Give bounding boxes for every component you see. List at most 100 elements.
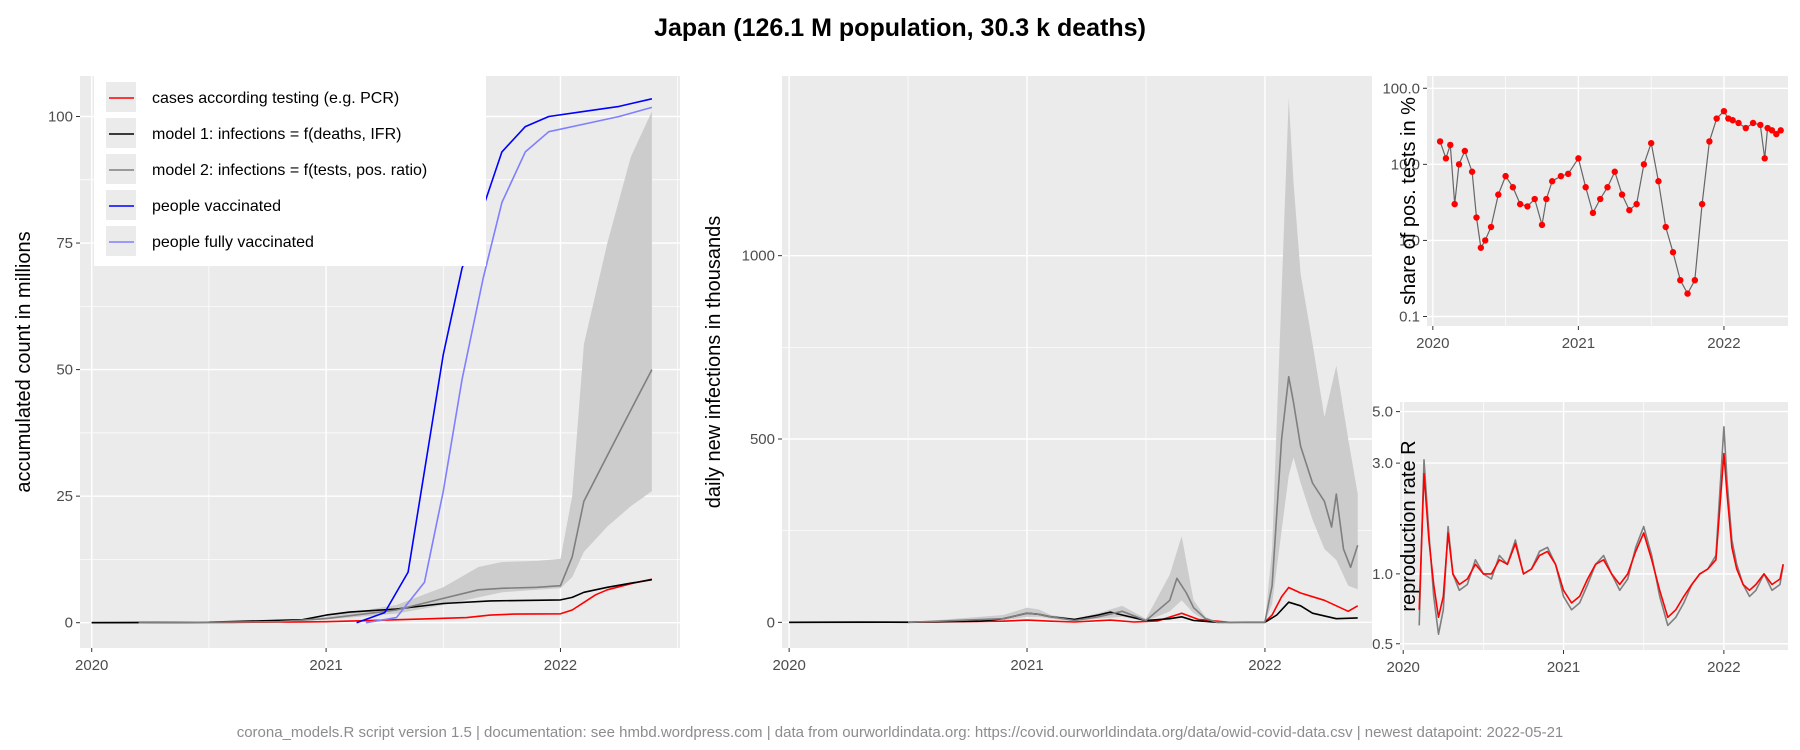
data-point bbox=[1589, 209, 1597, 217]
data-point bbox=[1647, 139, 1655, 147]
data-point bbox=[1768, 127, 1776, 134]
series-line bbox=[908, 375, 1359, 624]
y-tick-label: 50 bbox=[56, 362, 73, 379]
y-tick-label: 0.1 bbox=[1399, 308, 1420, 325]
y-tick-label: 25 bbox=[56, 488, 73, 505]
x-tick-label: 2021 bbox=[1547, 659, 1580, 676]
series-line bbox=[91, 578, 653, 624]
data-point bbox=[1749, 119, 1757, 127]
data-point bbox=[1461, 147, 1469, 155]
data-point bbox=[1757, 121, 1764, 129]
data-point bbox=[1451, 200, 1458, 208]
data-point bbox=[1524, 203, 1531, 210]
data-point bbox=[1684, 290, 1691, 297]
legend-key bbox=[106, 190, 136, 220]
series-line bbox=[365, 106, 653, 624]
data-point bbox=[1482, 237, 1489, 244]
legend-label: people fully vaccinated bbox=[152, 234, 314, 251]
y-tick-label: 0 bbox=[767, 614, 775, 631]
data-point bbox=[1640, 161, 1648, 168]
series-line bbox=[1418, 452, 1784, 619]
data-point bbox=[1597, 195, 1604, 203]
data-point bbox=[1436, 138, 1444, 145]
data-point bbox=[1502, 172, 1509, 180]
x-tick-label: 2021 bbox=[309, 657, 342, 674]
panel-accumulated: 2020 2021 2022 0 25 50 75 100 accumulated count … bbox=[13, 76, 680, 674]
data-point bbox=[1582, 184, 1589, 191]
data-point bbox=[1442, 155, 1450, 162]
data-point bbox=[1611, 168, 1618, 175]
y-axis-label: share of pos. tests in % bbox=[1398, 97, 1420, 305]
series-line bbox=[789, 586, 1359, 624]
x-tick-label: 2022 bbox=[544, 657, 577, 674]
y-axis-label: daily new infections in thousands bbox=[703, 216, 725, 508]
data-point bbox=[1777, 127, 1784, 134]
data-point bbox=[1543, 195, 1550, 203]
y-tick-label: 1000 bbox=[742, 248, 775, 265]
data-point bbox=[1473, 214, 1480, 221]
data-point bbox=[1516, 200, 1524, 208]
y-tick-label: 100 bbox=[48, 108, 73, 125]
data-point bbox=[1633, 200, 1640, 208]
data-point bbox=[1495, 191, 1502, 198]
x-tick-label: 2020 bbox=[1387, 659, 1420, 676]
footer-note: corona_models.R script version 1.5 | doc… bbox=[236, 724, 1564, 741]
y-axis-label: accumulated count in millions bbox=[13, 231, 35, 492]
legend-box bbox=[94, 76, 486, 266]
data-point bbox=[1548, 178, 1556, 185]
y-tick-label: 1.0 bbox=[1372, 566, 1393, 583]
series-line bbox=[138, 369, 653, 624]
data-point bbox=[1575, 155, 1582, 162]
x-tick-label: 2020 bbox=[1416, 335, 1449, 352]
data-point bbox=[1720, 107, 1728, 115]
x-tick-label: 2020 bbox=[75, 657, 108, 674]
data-point bbox=[1564, 170, 1572, 178]
panel-reproduction_rate: 2020 2021 2022 0.5 1.0 3.0 5.0 reproduction rat… bbox=[1372, 402, 1788, 676]
data-point bbox=[1742, 124, 1749, 132]
x-tick-label: 2021 bbox=[1010, 657, 1043, 674]
data-point bbox=[1618, 191, 1626, 198]
data-layer bbox=[789, 98, 1359, 624]
y-tick-label: 100.0 bbox=[1382, 80, 1420, 97]
data-point bbox=[1706, 138, 1713, 145]
y-tick-label: 10.0 bbox=[1391, 156, 1420, 173]
legend-label: model 1: infections = f(deaths, IFR) bbox=[152, 126, 401, 143]
data-point bbox=[1557, 172, 1565, 180]
x-tick-label: 2021 bbox=[1562, 335, 1595, 352]
data-point bbox=[1713, 115, 1720, 122]
series-line bbox=[1418, 425, 1784, 636]
legend: cases according testing (e.g. PCR) model … bbox=[94, 76, 486, 266]
data-layer bbox=[1436, 107, 1784, 297]
data-point bbox=[1455, 161, 1463, 168]
data-point bbox=[1669, 249, 1677, 256]
data-point bbox=[1447, 141, 1454, 149]
legend-label: cases according testing (e.g. PCR) bbox=[152, 90, 399, 107]
plot-background bbox=[1427, 76, 1788, 326]
legend-key bbox=[106, 154, 136, 184]
data-point bbox=[1604, 184, 1611, 191]
y-tick-label: 3.0 bbox=[1372, 455, 1393, 472]
data-point bbox=[1662, 223, 1669, 231]
data-point bbox=[1735, 119, 1742, 127]
legend-label: people vaccinated bbox=[152, 198, 281, 215]
y-tick-label: 0.5 bbox=[1372, 636, 1393, 653]
data-point bbox=[1655, 178, 1662, 185]
data-point bbox=[1773, 130, 1780, 138]
legend-key bbox=[106, 226, 136, 256]
y-axis-label: reproduction rate R bbox=[1398, 440, 1420, 611]
y-tick-label: 5.0 bbox=[1372, 404, 1393, 421]
legend-label: model 2: infections = f(tests, pos. rati… bbox=[152, 162, 427, 179]
data-point bbox=[1531, 195, 1538, 203]
data-point bbox=[1538, 221, 1546, 229]
x-tick-label: 2022 bbox=[1707, 335, 1740, 352]
data-point bbox=[1677, 276, 1684, 284]
data-point bbox=[1509, 184, 1517, 191]
y-tick-label: 500 bbox=[750, 431, 775, 448]
y-tick-label: 75 bbox=[56, 235, 73, 252]
data-point bbox=[1729, 117, 1736, 124]
data-point bbox=[1477, 244, 1485, 251]
data-point bbox=[1698, 200, 1706, 208]
chart-title: Japan (126.1 M population, 30.3 k deaths… bbox=[654, 14, 1146, 42]
